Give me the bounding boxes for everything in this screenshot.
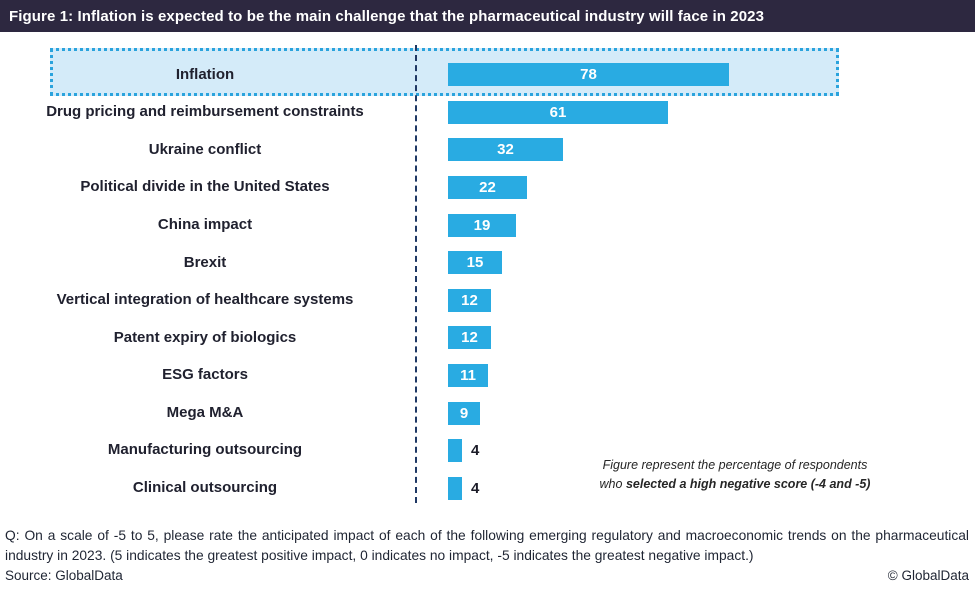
bar: 22 [448,176,527,200]
chart-row: ESG factors 11 [0,357,975,395]
bar-cell: 32 [410,138,975,162]
bar-value: 22 [479,179,496,197]
chart-row: Patent expiry of biologics 12 [0,319,975,357]
bar-value: 19 [473,216,491,234]
question-text: Q: On a scale of -5 to 5, please rate th… [5,528,969,563]
chart-row: Drug pricing and reimbursement constrain… [0,94,975,132]
category-label: Brexit [183,253,227,271]
bar-value: 11 [460,367,476,385]
bar-cell: 11 [410,364,975,388]
bar-cell: 22 [410,176,975,200]
bar-value: 12 [461,291,478,309]
bar: 15 [448,251,502,275]
chart-row: Manufacturing outsourcing 4 [0,432,975,470]
bar [448,439,462,463]
category-label: Mega M&A [166,403,244,421]
bar-cell: 78 [410,63,975,87]
category-label: Inflation [175,65,235,83]
category-label: Clinical outsourcing [132,479,278,497]
bar: 12 [448,326,491,350]
chart-rows: Inflation 78 Drug pricing and reimbursemen… [0,32,975,507]
footnote-line2-bold: selected a high negative score (-4 and -… [625,476,871,491]
bar [448,476,462,500]
category-label: China impact [157,215,253,233]
bar: 12 [448,288,491,312]
bar-cell: 61 [410,100,975,124]
chart-row: Political divide in the United States 22 [0,169,975,207]
footnote-line2-regular: who [599,476,626,491]
bar-cell: 19 [410,213,975,237]
bar-chart: Inflation 78 Drug pricing and reimbursemen… [0,32,975,510]
bar-value: 12 [461,329,478,347]
source-text: Source: GlobalData [5,568,123,584]
source-line: Source: GlobalData © GlobalData [5,568,969,583]
figure-title-bar: Figure 1: Inflation is expected to be th… [0,0,975,32]
axis-baseline [415,45,417,503]
bar-value: 9 [459,404,469,422]
bar: 78 [448,63,729,87]
category-label: Ukraine conflict [148,140,262,158]
chart-row: Vertical integration of healthcare syste… [0,282,975,320]
bar: 11 [448,364,488,388]
chart-row: Mega M&A 9 [0,394,975,432]
category-label: Political divide in the United States [80,178,330,196]
bar-value: 4 [471,442,480,460]
bar-cell: 4 [410,439,975,463]
chart-row: Brexit 15 [0,244,975,282]
bar-value: 78 [580,66,597,84]
bar-cell: 12 [410,288,975,312]
copyright-text: © GlobalData [887,568,969,584]
bar-cell: 12 [410,326,975,350]
bar-cell: 15 [410,251,975,275]
category-label: Drug pricing and reimbursement constrain… [46,103,364,121]
footnote-line1: Figure represent the percentage of respo… [602,458,868,472]
chart-footnote: Figure represent the percentage of respo… [555,456,915,494]
bar-value: 61 [549,103,567,121]
bar-cell: 4 [410,476,975,500]
bar-value: 32 [497,141,514,159]
category-label: Manufacturing outsourcing [107,441,303,459]
bar: 19 [448,213,516,237]
bar-cell: 9 [410,401,975,425]
figure-title: Figure 1: Inflation is expected to be th… [9,7,765,25]
bar: 32 [448,138,563,162]
category-label: Patent expiry of biologics [113,328,297,346]
category-label: Vertical integration of healthcare syste… [56,291,354,309]
category-label: ESG factors [162,366,248,384]
bar: 9 [448,401,480,425]
figure-footer: Q: On a scale of -5 to 5, please rate th… [0,522,975,583]
chart-row: Ukraine conflict 32 [0,131,975,169]
bar-value: 15 [466,254,484,272]
chart-row: China impact 19 [0,206,975,244]
bar: 61 [448,100,668,124]
bar-value: 4 [471,479,480,497]
chart-row: Inflation 78 [0,56,975,94]
chart-row: Clinical outsourcing 4 [0,470,975,508]
